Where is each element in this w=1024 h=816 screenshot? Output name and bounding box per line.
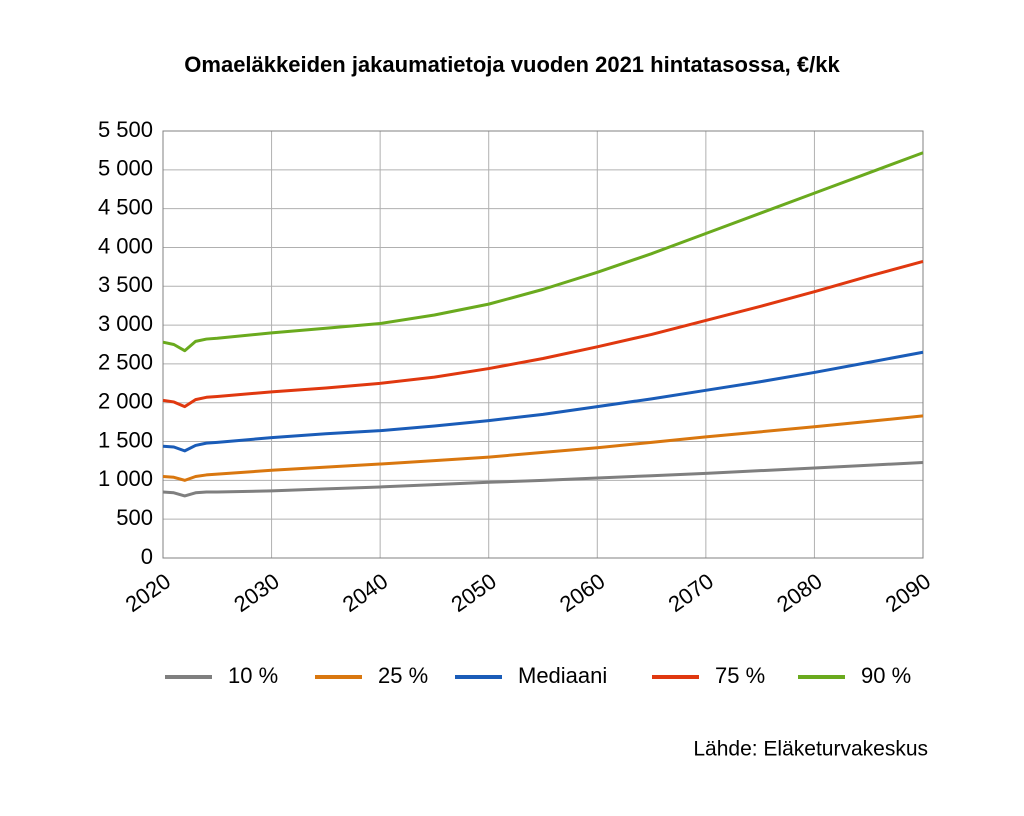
data-line — [162, 259, 924, 409]
y-tick-label: 1 000 — [98, 466, 153, 491]
x-tick-label: 2080 — [772, 568, 826, 617]
legend-label: 75 % — [715, 663, 765, 688]
legend-label: 25 % — [378, 663, 428, 688]
y-tick-label: 2 500 — [98, 350, 153, 375]
x-tick-label: 2090 — [881, 568, 935, 617]
y-tick-label: 4 000 — [98, 233, 153, 258]
chart-title: Omaeläkkeiden jakaumatietoja vuoden 2021… — [184, 52, 840, 77]
x-tick-label: 2020 — [121, 568, 175, 617]
data-line — [162, 350, 924, 453]
y-tick-label: 5 000 — [98, 156, 153, 181]
data-line — [162, 461, 924, 498]
y-tick-label: 2 000 — [98, 389, 153, 414]
y-tick-label: 1 500 — [98, 427, 153, 452]
legend-label: Mediaani — [518, 663, 607, 688]
y-tick-label: 500 — [116, 505, 153, 530]
plot-border — [162, 130, 924, 559]
data-line — [162, 151, 924, 353]
y-tick-label: 4 500 — [98, 194, 153, 219]
source-note: Lähde: Eläketurvakeskus — [693, 738, 928, 761]
legend-label: 10 % — [228, 663, 278, 688]
legend-label: 90 % — [861, 663, 911, 688]
x-tick-label: 2070 — [664, 568, 718, 617]
y-tick-label: 3 500 — [98, 272, 153, 297]
x-tick-label: 2050 — [446, 568, 500, 617]
x-tick-label: 2030 — [229, 568, 283, 617]
data-line — [162, 414, 924, 482]
y-tick-label: 5 500 — [98, 117, 153, 142]
y-tick-label: 3 000 — [98, 311, 153, 336]
y-tick-label: 0 — [141, 544, 153, 569]
x-tick-label: 2060 — [555, 568, 609, 617]
x-tick-label: 2040 — [338, 568, 392, 617]
